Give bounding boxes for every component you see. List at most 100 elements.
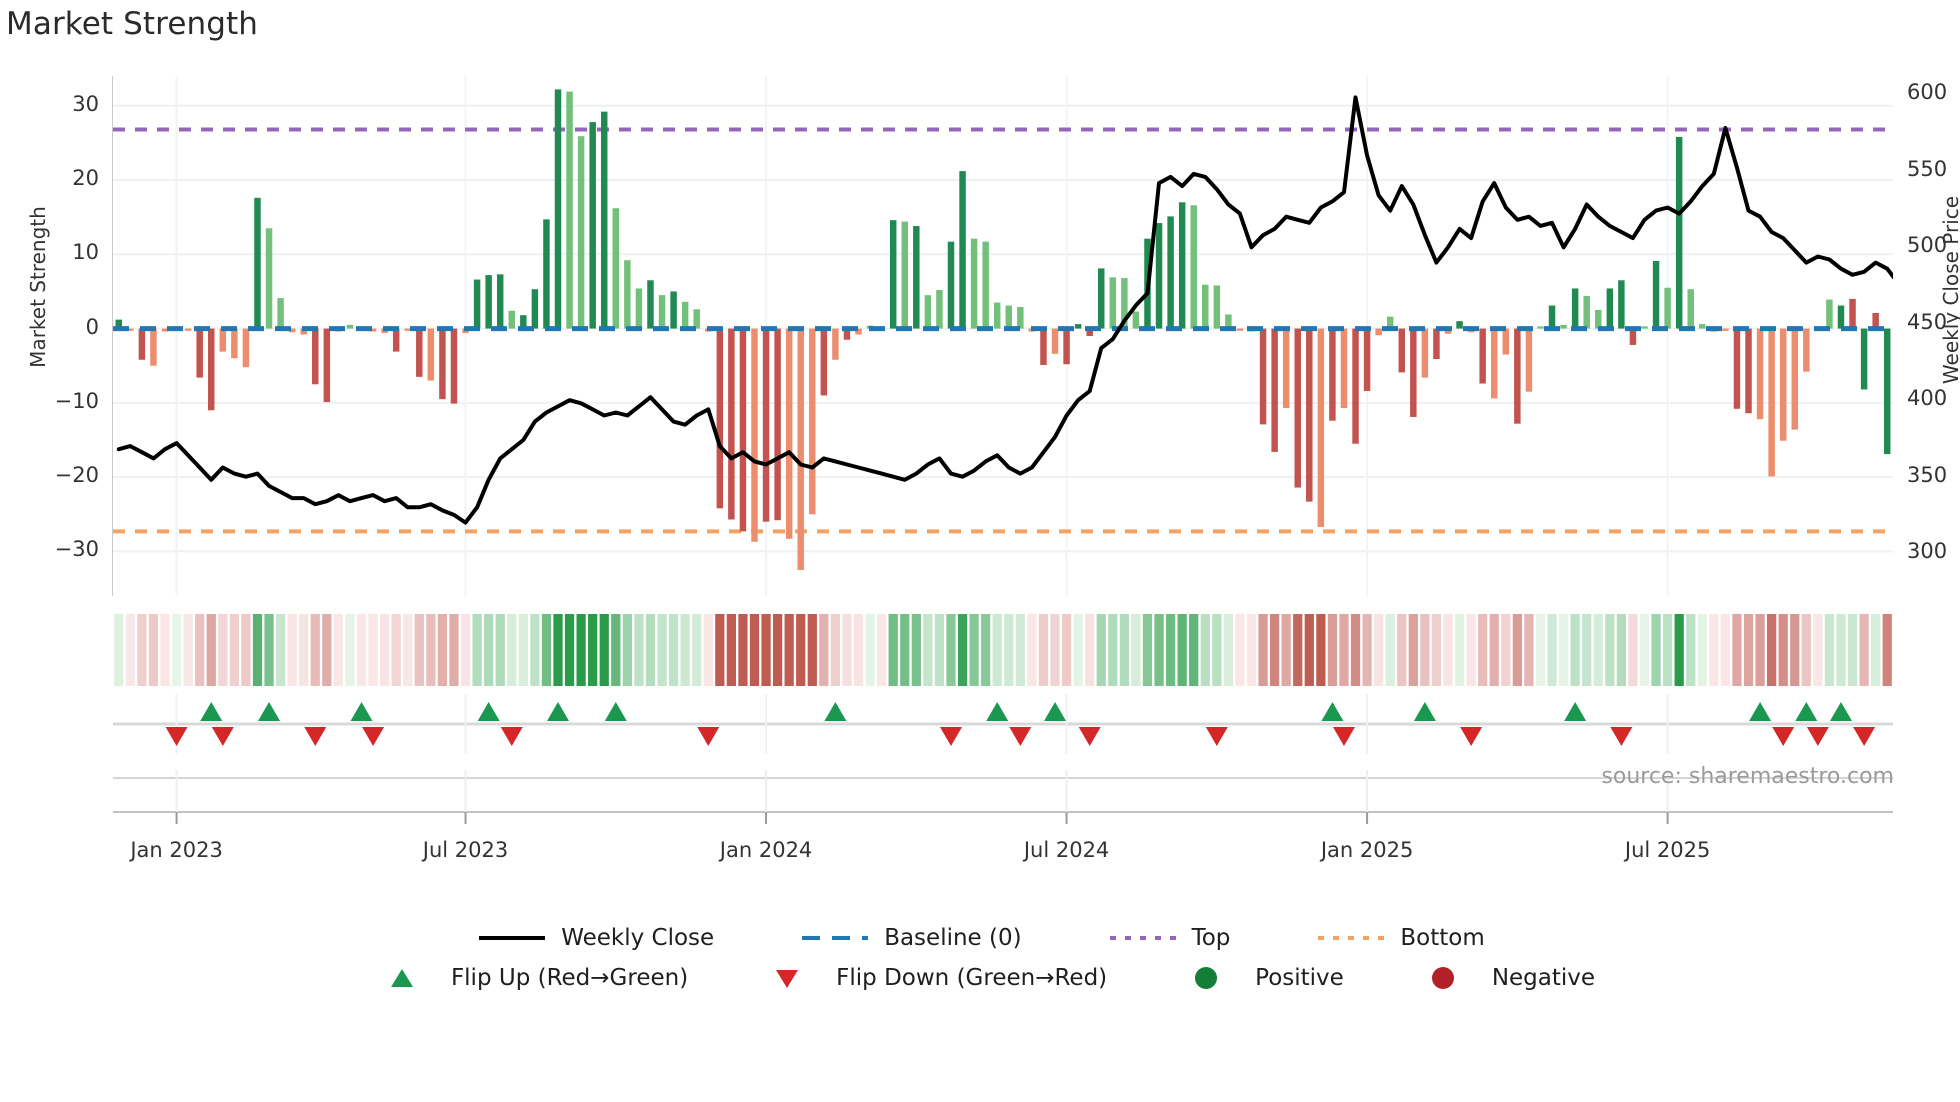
- heatmap-cell: [1535, 614, 1546, 686]
- strength-bar: [889, 220, 897, 329]
- flip-down-marker: [1806, 727, 1829, 746]
- strength-bar: [670, 291, 677, 329]
- strength-bar: [439, 328, 446, 400]
- heatmap-cell: [1593, 614, 1603, 686]
- flip-up-marker: [1321, 702, 1344, 721]
- legend-item-negative[interactable]: Negative: [1406, 958, 1595, 998]
- heatmap-cell: [530, 614, 540, 686]
- heatmap-cell: [715, 614, 725, 686]
- strength-bar: [416, 328, 423, 377]
- legend-label: Bottom: [1400, 925, 1485, 951]
- strength-bar: [924, 295, 932, 329]
- heatmap-cell: [599, 614, 609, 686]
- strength-bar: [1444, 328, 1452, 334]
- strength-bar: [1606, 288, 1614, 329]
- strength-bar: [508, 310, 516, 329]
- strength-bar: [312, 328, 319, 385]
- heatmap-cell: [1674, 614, 1684, 686]
- heatmap-cell: [1489, 614, 1499, 686]
- strength-bar: [843, 328, 851, 340]
- strength-bar: [1456, 321, 1463, 329]
- heatmap-cell: [333, 614, 344, 686]
- strength-bar: [1560, 324, 1567, 329]
- flip-markers-svg: [113, 694, 1893, 754]
- heatmap-cell: [1293, 614, 1303, 686]
- heatmap-cell: [1212, 614, 1222, 686]
- legend-item-weekly-close[interactable]: Weekly Close: [475, 918, 714, 958]
- strength-bar: [1017, 307, 1024, 329]
- heatmap-cell: [368, 614, 378, 686]
- flip-down-marker: [500, 727, 523, 746]
- heatmap-cell: [865, 614, 875, 686]
- legend-item-bottom[interactable]: Bottom: [1314, 918, 1485, 958]
- flip-up-marker: [604, 702, 627, 721]
- strength-bar: [323, 328, 331, 403]
- strength-bar: [681, 301, 689, 329]
- legend-label: Positive: [1255, 965, 1344, 991]
- strength-bar: [647, 280, 654, 329]
- strength-bar: [970, 238, 978, 329]
- heatmap-cell: [541, 614, 552, 686]
- heatmap-cell: [1639, 614, 1650, 686]
- strength-bar: [1340, 328, 1348, 409]
- strength-bar: [1098, 268, 1105, 329]
- flip-down-marker: [1460, 727, 1483, 746]
- strength-bar: [982, 241, 989, 329]
- strength-bar: [1236, 328, 1244, 331]
- legend-item-flip-up[interactable]: Flip Up (Red→Green): [365, 958, 688, 998]
- heatmap-cell: [761, 614, 771, 686]
- strength-bar: [589, 122, 596, 329]
- strength-bar: [184, 328, 192, 331]
- heatmap-cell: [1767, 614, 1777, 686]
- chart-title: Market Strength: [6, 6, 259, 42]
- strength-bar: [1826, 299, 1833, 329]
- y-tick-label-right: 500: [1907, 233, 1948, 258]
- heatmap-cell: [484, 614, 494, 686]
- flip-down-marker: [1078, 727, 1101, 746]
- heatmap-cell: [1420, 614, 1430, 686]
- strength-bar: [600, 111, 608, 329]
- strength-bar: [1479, 328, 1486, 384]
- strength-bar: [1756, 328, 1764, 420]
- heatmap-cell: [1882, 614, 1892, 686]
- legend-item-top[interactable]: Top: [1106, 918, 1230, 958]
- strength-bar: [1514, 328, 1521, 424]
- heatmap-cell: [1397, 614, 1407, 686]
- heatmap-cell: [1154, 614, 1164, 686]
- strength-bar: [1699, 324, 1706, 329]
- strength-bar: [150, 328, 157, 366]
- strength-bar: [1421, 328, 1429, 378]
- strength-bar: [809, 328, 816, 515]
- strength-bar: [1271, 328, 1278, 452]
- strength-bar: [427, 328, 435, 381]
- heatmap-cell: [1501, 614, 1511, 686]
- strength-bar: [1040, 328, 1047, 365]
- x-tick-label: Jul 2025: [1624, 838, 1711, 862]
- heatmap-cell: [1061, 614, 1072, 686]
- strength-bar: [1860, 328, 1868, 390]
- heatmap-cell: [252, 614, 263, 686]
- strength-heatmap-strip: [113, 614, 1893, 686]
- heatmap-cell: [160, 614, 170, 686]
- legend-item-baseline[interactable]: Baseline (0): [798, 918, 1022, 958]
- strength-bar: [1675, 136, 1683, 329]
- strength-bar: [1306, 328, 1313, 502]
- plot-left-spine: [112, 76, 113, 596]
- strength-bar: [138, 328, 146, 360]
- y-tick-label: 10: [72, 240, 99, 265]
- strength-bar: [473, 279, 481, 329]
- heatmap-cell: [657, 614, 667, 686]
- legend-item-positive[interactable]: Positive: [1169, 958, 1344, 998]
- heatmap-cell: [1512, 614, 1522, 686]
- flip-up-marker: [350, 702, 373, 721]
- y-tick-label-right: 450: [1907, 309, 1948, 334]
- legend-label: Baseline (0): [884, 925, 1022, 951]
- strength-bar: [1652, 260, 1660, 329]
- strength-bar: [1329, 328, 1336, 421]
- legend-item-flip-down[interactable]: Flip Down (Green→Red): [750, 958, 1107, 998]
- heatmap-cell: [322, 614, 332, 686]
- main-plot-area: [113, 76, 1893, 596]
- strength-bar: [1167, 216, 1174, 329]
- heatmap-cell: [1408, 614, 1418, 686]
- heatmap-cell: [1073, 614, 1083, 686]
